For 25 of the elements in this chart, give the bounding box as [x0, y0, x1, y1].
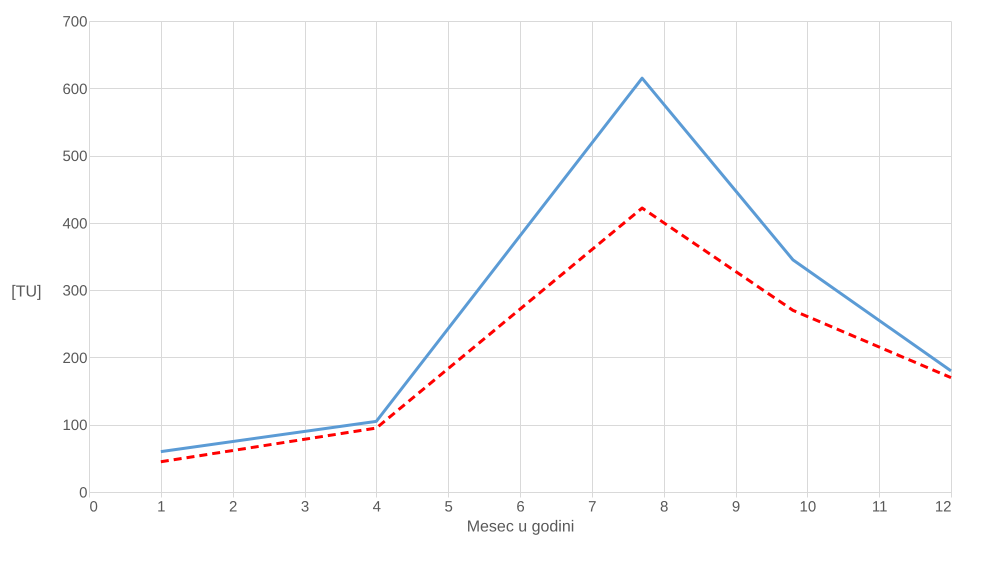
x-tick-label: 1	[157, 498, 166, 516]
y-axis-title: [TU]	[11, 284, 42, 300]
x-tick-label: 3	[300, 498, 310, 516]
y-tick-label: 700	[62, 14, 88, 30]
x-tick-label: 7	[588, 498, 597, 516]
x-tick-label: 4	[372, 498, 382, 516]
x-axis-title: Mesec u godini	[466, 518, 574, 536]
x-tick-label: 9	[732, 498, 740, 516]
y-tick-label: 0	[79, 484, 88, 502]
y-tick-label: 200	[62, 350, 88, 367]
x-tick-label: 12	[934, 498, 952, 516]
line-series	[159, 76, 952, 454]
y-tick-label: 400	[62, 215, 88, 232]
x-tick-label: 2	[228, 498, 238, 516]
x-tick-label: 5	[444, 498, 453, 516]
x-tick-label: 6	[516, 498, 525, 516]
y-tick-label: 600	[62, 80, 88, 98]
x-tick-label: 11	[872, 498, 888, 516]
x-tick-label: 0	[90, 498, 98, 516]
x-tick-label: 10	[799, 498, 816, 516]
y-tick-label: 100	[62, 417, 88, 434]
y-tick-label: 300	[62, 282, 88, 300]
x-tick-label: 8	[660, 498, 668, 516]
y-tick-label: 500	[62, 148, 88, 166]
line-series	[159, 206, 952, 464]
